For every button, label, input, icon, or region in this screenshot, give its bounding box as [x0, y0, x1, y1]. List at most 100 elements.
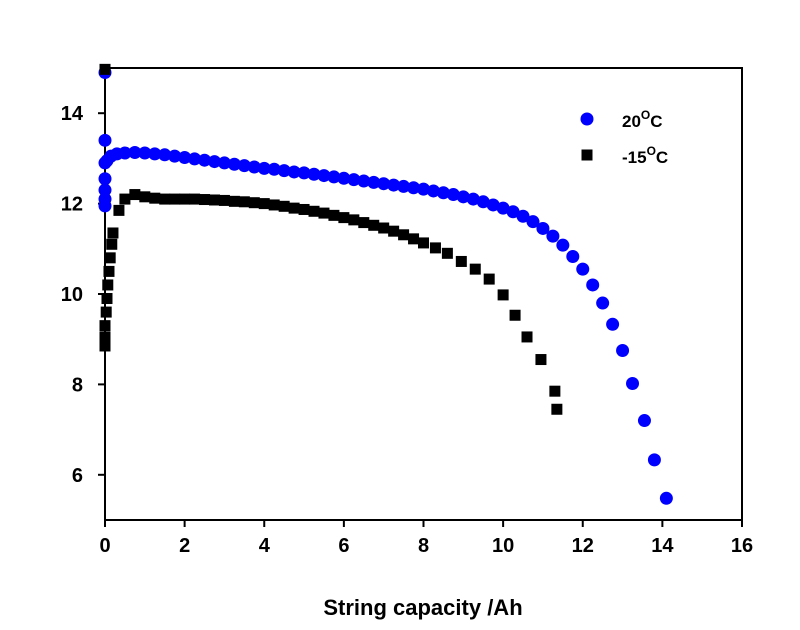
- data-point: [535, 354, 547, 366]
- data-point: [98, 172, 112, 186]
- data-point: [549, 385, 561, 397]
- data-point: [179, 193, 191, 205]
- data-point: [288, 202, 300, 214]
- data-point: [497, 289, 509, 301]
- data-point: [647, 453, 661, 467]
- x-tick-label: 14: [651, 535, 674, 557]
- data-point: [566, 249, 580, 263]
- data-point: [483, 273, 495, 285]
- data-point: [99, 331, 111, 343]
- data-point: [129, 189, 141, 201]
- data-point: [606, 317, 620, 331]
- legend-label: 20OC: [622, 108, 663, 131]
- data-point: [616, 344, 630, 357]
- plot-area-frame: [104, 67, 743, 521]
- data-point: [267, 162, 281, 176]
- data-point: [659, 491, 673, 505]
- data-point: [506, 205, 520, 219]
- data-point: [426, 184, 440, 198]
- y-axis: 6 8 10 12 14: [61, 103, 105, 487]
- data-point: [377, 177, 391, 191]
- data-point: [139, 191, 151, 203]
- data-point: [546, 229, 560, 243]
- data-point: [104, 252, 116, 264]
- data-point: [586, 278, 600, 292]
- data-point: [358, 217, 370, 229]
- data-point: [626, 376, 640, 390]
- data-point: [101, 293, 113, 305]
- data-point: [106, 238, 118, 250]
- data-point: [357, 174, 371, 188]
- data-point: [407, 181, 421, 195]
- data-point: [327, 170, 341, 184]
- legend-marker-circle: [580, 112, 594, 126]
- data-point: [99, 63, 111, 75]
- data-point: [100, 306, 112, 318]
- data-point: [102, 279, 114, 291]
- data-point: [238, 196, 250, 208]
- data-point: [317, 169, 331, 183]
- data-point: [347, 173, 361, 187]
- data-point: [455, 255, 467, 267]
- x-tick-label: 2: [179, 535, 190, 557]
- data-point: [237, 159, 251, 173]
- legend-marker-square: [581, 149, 593, 161]
- data-point: [207, 155, 221, 169]
- legend-label-degree: O: [641, 108, 650, 122]
- data-point: [257, 161, 271, 175]
- data-point: [217, 156, 231, 170]
- data-point: [388, 225, 400, 237]
- data-point: [486, 198, 500, 212]
- data-point: [98, 133, 112, 147]
- data-point: [337, 171, 351, 185]
- x-tick-label: 10: [492, 535, 514, 557]
- data-point: [103, 265, 115, 277]
- data-point: [208, 194, 220, 206]
- data-point: [516, 209, 530, 223]
- data-point: [526, 215, 540, 229]
- data-point: [99, 340, 111, 352]
- data-point: [367, 175, 381, 189]
- data-point: [436, 186, 450, 200]
- data-point: [227, 157, 241, 171]
- data-point: [308, 205, 320, 217]
- data-point: [509, 309, 521, 321]
- data-point: [441, 247, 453, 259]
- data-point: [469, 263, 481, 275]
- data-point: [118, 146, 132, 160]
- data-point: [378, 222, 390, 234]
- x-tick-label: 0: [99, 535, 110, 557]
- data-point: [198, 153, 212, 167]
- data-point: [476, 195, 490, 209]
- data-point: [278, 200, 290, 212]
- data-point: [99, 320, 111, 332]
- data-point: [318, 207, 330, 219]
- data-point: [637, 414, 651, 428]
- data-point: [348, 214, 360, 226]
- x-tick-label: 4: [259, 535, 271, 557]
- data-point: [247, 160, 261, 174]
- data-point: [596, 296, 610, 310]
- series-layer: [98, 63, 673, 505]
- x-tick-label: 16: [731, 535, 753, 557]
- data-point: [178, 150, 192, 164]
- data-point: [521, 331, 533, 343]
- x-axis-title: String capacity /Ah: [323, 595, 522, 620]
- data-point: [158, 148, 172, 162]
- y-tick-label: 14: [61, 103, 84, 125]
- legend-label-unit: C: [656, 148, 668, 167]
- data-point: [496, 201, 510, 215]
- data-point: [307, 167, 321, 181]
- data-point: [297, 166, 311, 180]
- data-point: [456, 190, 470, 204]
- data-point: [218, 194, 230, 206]
- legend-label-main: -15: [622, 148, 647, 167]
- x-axis: 0 2 4 6 8 10 12 14 16: [99, 520, 753, 557]
- data-point: [417, 182, 430, 196]
- data-point: [398, 229, 410, 241]
- data-point: [466, 192, 480, 206]
- data-point: [551, 403, 563, 415]
- data-point: [387, 178, 401, 192]
- data-point: [368, 219, 380, 231]
